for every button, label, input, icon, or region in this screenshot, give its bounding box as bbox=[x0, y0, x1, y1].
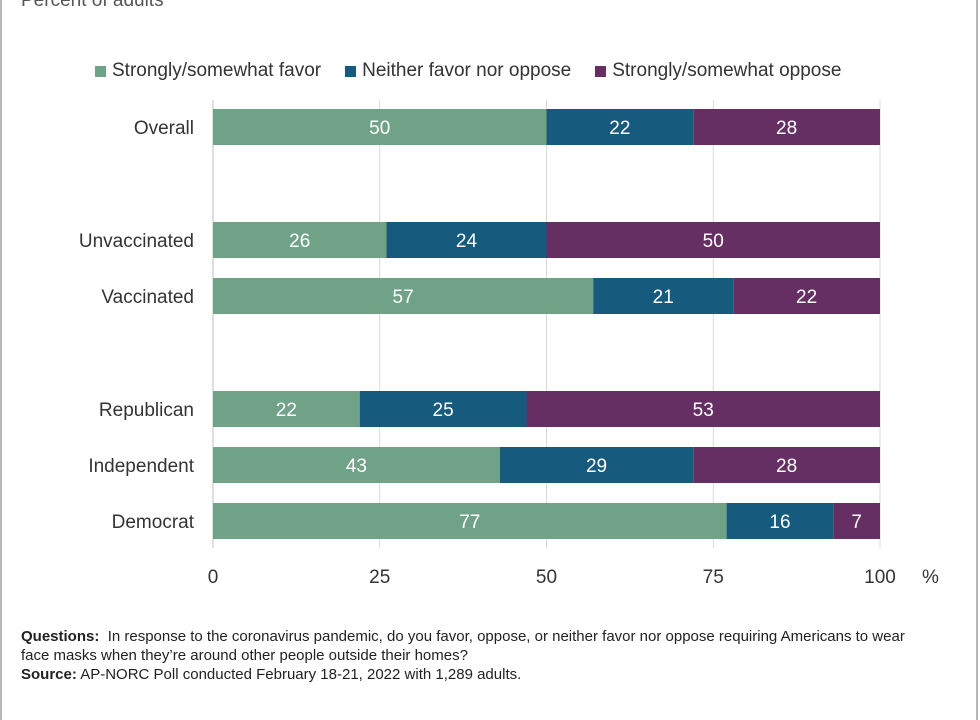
bar-segment bbox=[733, 278, 880, 314]
stacked-bar-chart: 0 25 50 75 100 % Overall 50 22 28 Unvaccinated 26 24… bbox=[79, 100, 939, 588]
data-label: 22 bbox=[609, 118, 630, 139]
data-label: 26 bbox=[289, 231, 310, 252]
data-label: 77 bbox=[459, 512, 480, 533]
bar-segment bbox=[213, 391, 360, 427]
data-label: 53 bbox=[693, 400, 714, 421]
data-label: 28 bbox=[776, 118, 797, 139]
category-label: Unvaccinated bbox=[79, 231, 194, 252]
bar-segment bbox=[693, 447, 880, 483]
chart-notes: Questions: In response to the coronaviru… bbox=[21, 627, 921, 684]
questions-note: Questions: In response to the coronaviru… bbox=[21, 627, 921, 665]
bar-segment bbox=[213, 109, 547, 145]
x-tick-label-100: 100 bbox=[864, 567, 896, 588]
category-label: Overall bbox=[134, 118, 194, 139]
questions-text: In response to the coronavirus pandemic,… bbox=[21, 628, 905, 664]
data-label: 24 bbox=[456, 231, 478, 252]
x-tick-label-0: 0 bbox=[208, 567, 219, 588]
bar-segment bbox=[213, 503, 727, 539]
bar-segment bbox=[526, 391, 880, 427]
data-label: 22 bbox=[276, 400, 297, 421]
chart-legend: Strongly/somewhat favor Neither favor no… bbox=[95, 60, 841, 82]
bar-segment bbox=[546, 109, 694, 145]
bar-segment bbox=[213, 447, 500, 483]
category-label: Republican bbox=[99, 400, 194, 421]
data-label: 50 bbox=[369, 118, 390, 139]
data-label: 57 bbox=[393, 287, 414, 308]
bar-segment bbox=[386, 222, 547, 258]
category-label: Democrat bbox=[112, 512, 195, 533]
chart-subtitle: Percent of adults bbox=[21, 0, 164, 11]
x-axis-unit: % bbox=[922, 567, 939, 588]
data-label: 25 bbox=[433, 400, 454, 421]
data-label: 21 bbox=[653, 287, 674, 308]
x-tick-label-75: 75 bbox=[703, 567, 724, 588]
legend-swatch-favor bbox=[95, 65, 106, 77]
legend-label-neither: Neither favor nor oppose bbox=[362, 60, 572, 81]
category-label: Independent bbox=[88, 456, 194, 477]
category-label: Vaccinated bbox=[101, 287, 194, 308]
data-label: 43 bbox=[346, 456, 367, 477]
x-tick-label-25: 25 bbox=[369, 567, 390, 588]
data-label: 22 bbox=[796, 287, 817, 308]
bar-segment bbox=[693, 109, 880, 145]
legend-item-neither: Neither favor nor oppose bbox=[345, 60, 571, 82]
bar-segment bbox=[593, 278, 734, 314]
bar-segment bbox=[546, 222, 880, 258]
legend-swatch-oppose bbox=[595, 65, 607, 77]
legend-label-oppose: Strongly/somewhat oppose bbox=[612, 60, 842, 81]
bar-segment bbox=[499, 447, 694, 483]
data-label: 16 bbox=[769, 512, 790, 533]
source-text: AP-NORC Poll conducted February 18-21, 2… bbox=[80, 666, 522, 683]
legend-swatch-neither bbox=[345, 65, 357, 77]
legend-label-favor: Strongly/somewhat favor bbox=[112, 60, 322, 81]
data-label: 28 bbox=[776, 456, 797, 477]
legend-item-favor: Strongly/somewhat favor bbox=[95, 60, 321, 82]
data-label: 7 bbox=[851, 512, 862, 533]
legend-item-oppose: Strongly/somewhat oppose bbox=[595, 60, 841, 82]
bar-segment bbox=[213, 222, 387, 258]
data-label: 50 bbox=[703, 231, 724, 252]
questions-label: Questions: bbox=[21, 628, 100, 645]
source-note: Source: AP-NORC Poll conducted February … bbox=[21, 665, 921, 684]
bar-segment bbox=[726, 503, 834, 539]
data-label: 29 bbox=[586, 456, 607, 477]
source-label: Source: bbox=[21, 666, 77, 683]
x-tick-label-50: 50 bbox=[536, 567, 557, 588]
bar-segment bbox=[833, 503, 880, 539]
bar-segment bbox=[359, 391, 527, 427]
bar-segment bbox=[213, 278, 594, 314]
